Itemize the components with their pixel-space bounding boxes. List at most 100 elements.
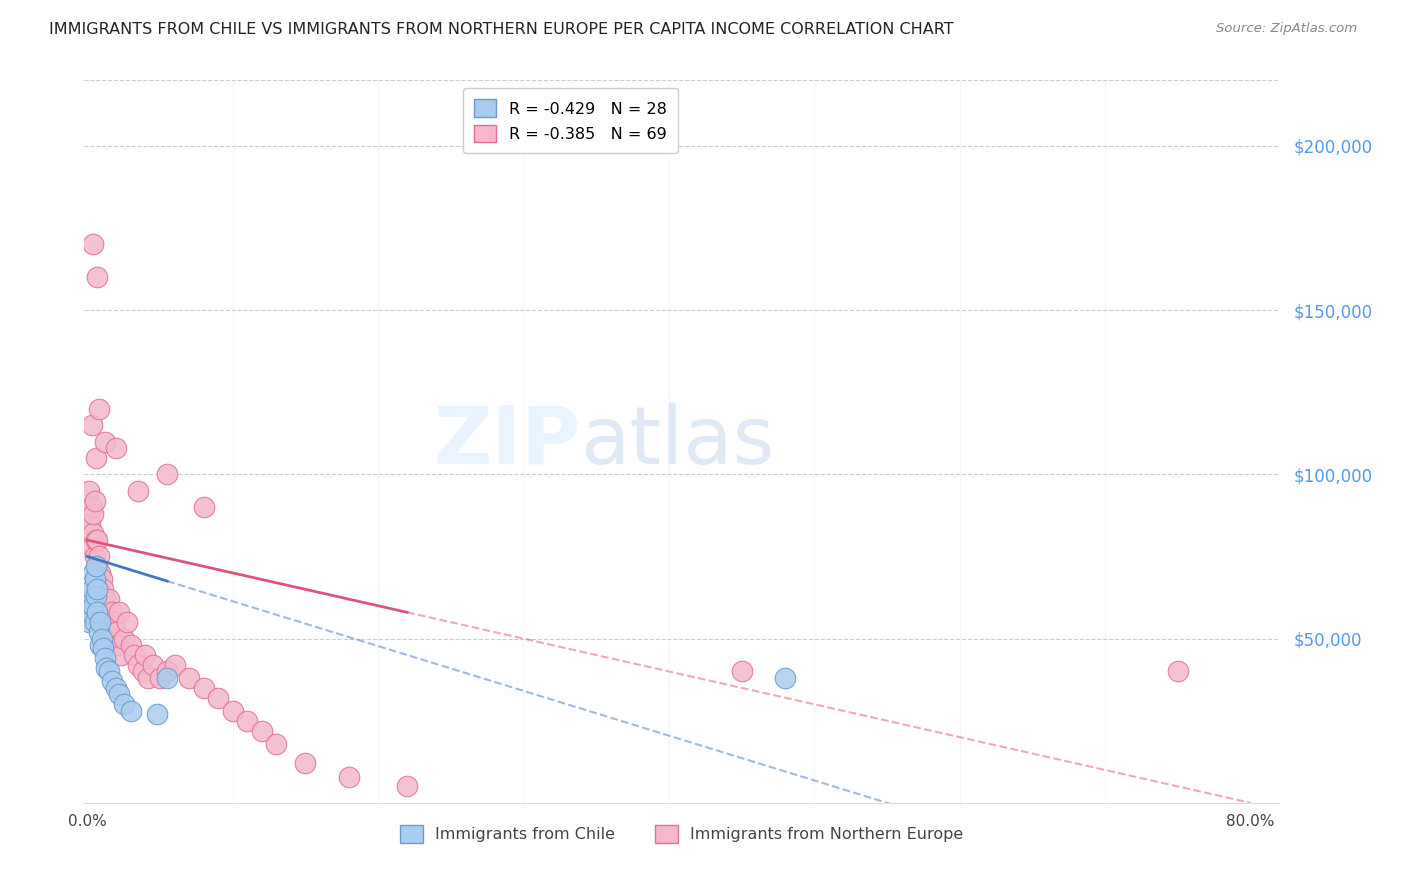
Point (98, 665, 121, 679)
Point (86, 533, 108, 547)
Point (86, 270, 108, 285)
Point (105, 441, 128, 455)
Point (142, 657, 165, 672)
Point (90, 573, 112, 587)
Point (193, 500, 215, 515)
Point (82, 507, 104, 521)
Point (91, 641, 114, 656)
Point (396, 780, 419, 794)
Point (89, 638, 111, 652)
Point (84, 533, 107, 547)
Point (86, 559, 108, 574)
Point (156, 671, 179, 685)
Point (97, 625, 120, 640)
Point (83, 573, 105, 587)
Point (120, 704, 142, 718)
Point (84, 450, 107, 465)
Text: ZIP: ZIP (433, 402, 581, 481)
Point (84, 566, 107, 580)
Point (134, 648, 156, 662)
Point (87, 625, 110, 640)
Point (93, 651, 115, 665)
Point (91, 582, 114, 597)
Point (108, 687, 131, 701)
Point (127, 657, 149, 672)
Point (131, 665, 153, 679)
Point (101, 605, 124, 619)
Point (112, 632, 135, 646)
Point (163, 657, 186, 672)
Legend: Immigrants from Chile, Immigrants from Northern Europe: Immigrants from Chile, Immigrants from N… (394, 819, 970, 849)
Point (96, 661, 118, 675)
Point (84, 589, 107, 603)
Point (89, 592, 111, 607)
Point (156, 467, 179, 482)
Point (79, 605, 101, 619)
Point (80, 500, 103, 515)
Point (105, 625, 128, 640)
Point (90, 599, 112, 613)
Point (101, 674, 124, 689)
Point (77, 483, 100, 498)
Point (337, 770, 360, 784)
Point (105, 681, 128, 695)
Point (146, 707, 169, 722)
Point (221, 704, 243, 718)
Point (294, 756, 316, 771)
Point (112, 698, 135, 712)
Point (264, 737, 287, 751)
Point (93, 592, 115, 607)
Point (122, 648, 145, 662)
Point (87, 549, 110, 564)
Point (84, 559, 107, 574)
Point (96, 605, 118, 619)
Point (207, 690, 229, 705)
Point (83, 615, 105, 630)
Point (80, 582, 103, 597)
Point (93, 434, 115, 449)
Point (89, 566, 111, 580)
Point (79, 516, 101, 531)
Point (77, 615, 100, 630)
Point (104, 615, 127, 630)
Point (108, 605, 131, 619)
Point (193, 681, 215, 695)
Point (87, 401, 110, 416)
Point (98, 615, 121, 630)
Point (80, 592, 103, 607)
Point (136, 671, 159, 685)
Point (115, 615, 138, 630)
Point (91, 605, 114, 619)
Point (236, 714, 259, 728)
Point (250, 723, 273, 738)
Point (103, 638, 125, 652)
Point (83, 493, 105, 508)
Point (98, 592, 121, 607)
Point (120, 638, 142, 652)
Text: Source: ZipAtlas.com: Source: ZipAtlas.com (1216, 22, 1357, 36)
Point (89, 615, 111, 630)
Point (149, 671, 172, 685)
Point (773, 671, 796, 685)
Point (83, 549, 105, 564)
Point (177, 671, 200, 685)
Point (86, 582, 108, 597)
Point (730, 665, 752, 679)
Point (87, 582, 110, 597)
Text: atlas: atlas (581, 402, 775, 481)
Point (82, 237, 104, 252)
Point (86, 605, 108, 619)
Point (100, 632, 122, 646)
Point (93, 615, 115, 630)
Point (90, 632, 112, 646)
Point (127, 483, 149, 498)
Point (80, 418, 103, 433)
Point (82, 599, 104, 613)
Point (107, 638, 129, 652)
Point (86, 573, 108, 587)
Point (80, 540, 103, 554)
Point (1167, 665, 1189, 679)
Point (82, 526, 104, 541)
Point (82, 566, 104, 580)
Point (156, 665, 179, 679)
